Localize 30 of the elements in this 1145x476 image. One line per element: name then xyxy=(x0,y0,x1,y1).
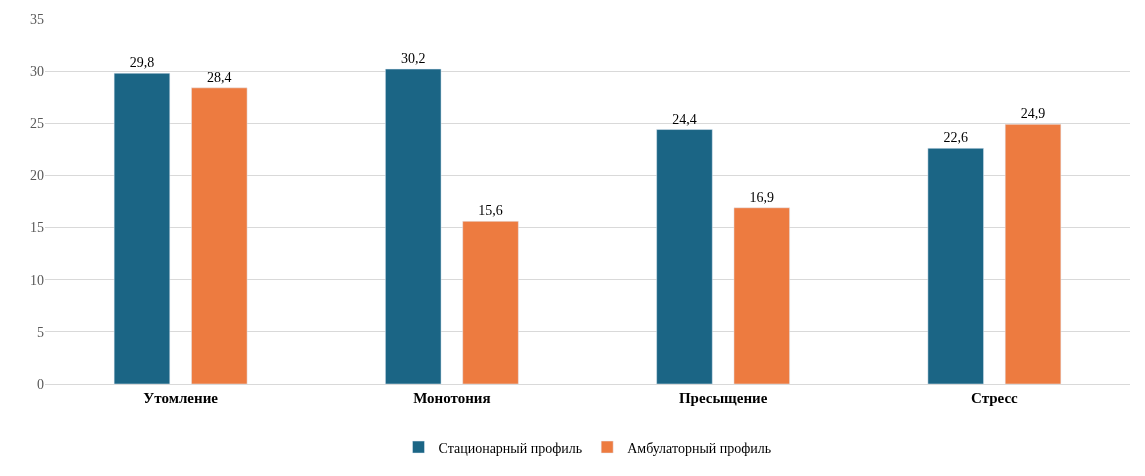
bar xyxy=(656,129,713,384)
x-tick-label: Утомление xyxy=(143,390,219,406)
data-label: 30,2 xyxy=(400,51,426,67)
data-label: 15,6 xyxy=(478,203,503,219)
x-tick-label: Монотония xyxy=(413,390,491,406)
y-tick-label: 10 xyxy=(30,272,44,288)
bar xyxy=(1004,124,1062,384)
bar xyxy=(385,68,442,384)
x-tick-label: Пресыщение xyxy=(678,390,768,406)
bar xyxy=(927,148,984,384)
y-tick-label: 0 xyxy=(37,376,44,392)
bar xyxy=(462,221,519,384)
y-tick-label: 15 xyxy=(30,220,44,236)
bar xyxy=(191,87,248,384)
y-tick-label: 20 xyxy=(30,168,44,184)
y-tick-label: 25 xyxy=(30,116,44,132)
bar xyxy=(733,207,790,384)
data-label: 28,4 xyxy=(207,69,232,85)
bar xyxy=(113,72,171,384)
y-tick-label: 35 xyxy=(30,11,44,27)
y-tick-label: 5 xyxy=(37,324,44,340)
data-label: 29,8 xyxy=(129,55,155,71)
data-label: 16,9 xyxy=(749,189,775,205)
legend-label: Стационарный профиль xyxy=(438,440,583,456)
y-tick-label: 30 xyxy=(30,64,44,80)
legend-label: Амбулаторный профиль xyxy=(627,440,772,456)
x-tick-label: Стресс xyxy=(971,390,1019,406)
data-label: 22,6 xyxy=(943,130,968,146)
data-label: 24,4 xyxy=(672,111,697,127)
data-label: 24,9 xyxy=(1020,106,1046,122)
